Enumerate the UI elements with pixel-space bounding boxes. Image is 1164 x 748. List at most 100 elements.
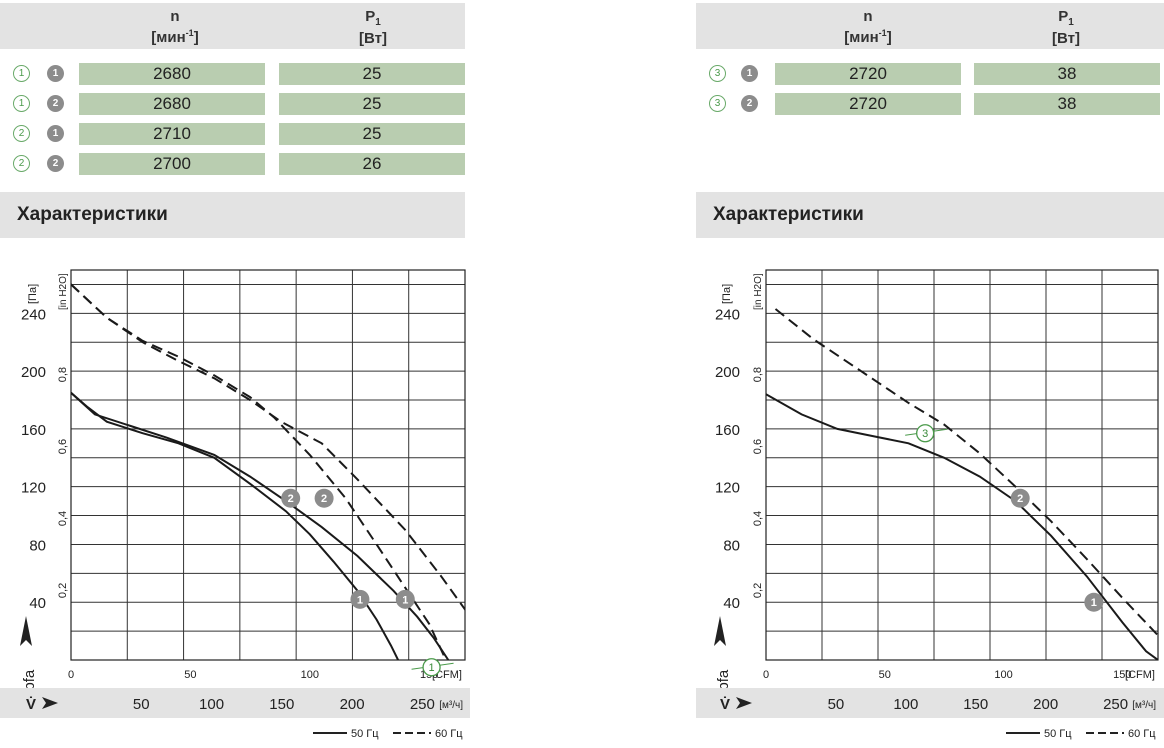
series-group xyxy=(766,308,1158,660)
variant-number-badge: 2 xyxy=(47,95,64,112)
curve-marker-label: 2 xyxy=(288,493,294,505)
curve-marker xyxy=(1010,488,1030,508)
power-value: 26 xyxy=(279,153,465,175)
y-tick-label: 200 xyxy=(21,364,46,381)
curve-marker xyxy=(350,589,370,609)
legend-dashed-label: 60 Гц xyxy=(1128,728,1156,740)
left-header-n: n [мин-1] xyxy=(151,8,199,46)
speed-value: 2710 xyxy=(79,123,265,145)
variant-number-badge: 2 xyxy=(47,155,64,172)
curve-number-badge: 3 xyxy=(709,65,726,82)
curve-marker-label: 2 xyxy=(321,493,327,505)
x2-tick-label: 100 xyxy=(893,696,918,713)
y-tick-label: 80 xyxy=(29,537,46,554)
power-value: 25 xyxy=(279,123,465,145)
y2-tick-label: 0,6 xyxy=(57,439,69,454)
variant-number-badge: 2 xyxy=(741,95,758,112)
curve-marker-label: 2 xyxy=(1017,493,1023,505)
plot-frame xyxy=(70,269,466,661)
curve-marker xyxy=(1084,592,1104,612)
callout-marker xyxy=(422,658,441,677)
chart-grid xyxy=(765,269,1159,661)
variant-number-badge: 1 xyxy=(741,65,758,82)
x2-tick-label: 250 xyxy=(410,696,435,713)
right-section-title: Характеристики xyxy=(696,192,1164,238)
x-tick-label: 0 xyxy=(68,669,74,681)
variant-number-badge: 1 xyxy=(47,65,64,82)
y2-tick-label: 0,8 xyxy=(752,367,764,382)
x-tick-label: 50 xyxy=(184,669,196,681)
series-line-1 xyxy=(766,393,1158,660)
y-unit-label: [Па] xyxy=(27,284,39,304)
speed-value: 2720 xyxy=(775,63,961,85)
plot-frame xyxy=(765,269,1159,661)
x2-axis-band xyxy=(696,688,1164,718)
x2-axis-arrow-icon xyxy=(42,697,58,709)
curve-number-badge: 2 xyxy=(13,155,30,172)
power-value: 25 xyxy=(279,63,465,85)
x2-tick-label: 100 xyxy=(199,696,224,713)
right-header-n: n [мин-1] xyxy=(844,8,892,46)
x-tick-label: 0 xyxy=(763,669,769,681)
curve-number-badge: 1 xyxy=(13,65,30,82)
speed-value: 2720 xyxy=(775,93,961,115)
left-header-p: P1 [Вт] xyxy=(359,8,387,47)
y2-tick-label: 0,2 xyxy=(752,583,764,598)
x2-axis-label: V̇ xyxy=(720,696,730,713)
y-tick-label: 240 xyxy=(715,306,740,323)
speed-value: 2680 xyxy=(79,93,265,115)
series-line-4 xyxy=(71,283,465,612)
x-unit-label: [CFM] xyxy=(432,669,462,681)
callout-marker-label: 1 xyxy=(429,662,435,674)
y2-tick-label: 0,4 xyxy=(752,511,764,526)
left-table-header: n [мин-1] P1 [Вт] xyxy=(0,3,465,49)
speed-value: 2680 xyxy=(79,63,265,85)
right-header-p: P1 [Вт] xyxy=(1052,8,1080,47)
x2-tick-label: 150 xyxy=(963,696,988,713)
chart-grid xyxy=(70,269,466,661)
curve-number-badge: 2 xyxy=(13,125,30,142)
legend-solid-label: 50 Гц xyxy=(351,728,379,740)
y-tick-label: 40 xyxy=(29,595,46,612)
x2-tick-label: 250 xyxy=(1103,696,1128,713)
legend-dashed-label: 60 Гц xyxy=(435,728,463,740)
curve-number-badge: 1 xyxy=(13,95,30,112)
right-table-header: n [мин-1] P1 [Вт] xyxy=(696,3,1164,49)
x2-unit-label: [м³/ч] xyxy=(1132,700,1156,711)
y-tick-label: 120 xyxy=(715,480,740,497)
legend-solid-label: 50 Гц xyxy=(1044,728,1072,740)
x-tick-label: 150 xyxy=(1113,669,1131,681)
callout-marker xyxy=(916,424,935,443)
curve-marker xyxy=(395,589,415,609)
speed-value: 2700 xyxy=(79,153,265,175)
x2-axis-band xyxy=(0,688,470,718)
x2-axis-arrow-icon xyxy=(736,697,752,709)
curve-marker xyxy=(314,488,334,508)
variant-number-badge: 1 xyxy=(47,125,64,142)
curve-marker-label: 1 xyxy=(402,594,408,606)
x-tick-label: 100 xyxy=(994,669,1012,681)
y-tick-label: 240 xyxy=(21,306,46,323)
x2-axis-label: V̇ xyxy=(26,696,36,713)
y-tick-label: 160 xyxy=(21,422,46,439)
y-unit-label: [Па] xyxy=(721,284,733,304)
y-axis-arrow-icon xyxy=(714,616,726,646)
x-unit-label: [CFM] xyxy=(1125,669,1155,681)
y2-tick-label: 0,4 xyxy=(57,511,69,526)
power-value: 38 xyxy=(974,93,1160,115)
x2-tick-label: 200 xyxy=(340,696,365,713)
x-tick-label: 100 xyxy=(301,669,319,681)
x2-tick-label: 50 xyxy=(828,696,845,713)
y2-tick-label: 0,8 xyxy=(57,367,69,382)
left-section-title: Характеристики xyxy=(0,192,465,238)
curve-number-badge: 3 xyxy=(709,95,726,112)
y2-unit-label: [in H2O] xyxy=(753,273,764,310)
y-tick-label: 120 xyxy=(21,480,46,497)
x-tick-label: 50 xyxy=(879,669,891,681)
y-tick-label: 40 xyxy=(723,595,740,612)
curve-marker xyxy=(281,488,301,508)
curve-marker-label: 1 xyxy=(357,594,363,606)
y2-tick-label: 0,6 xyxy=(752,439,764,454)
